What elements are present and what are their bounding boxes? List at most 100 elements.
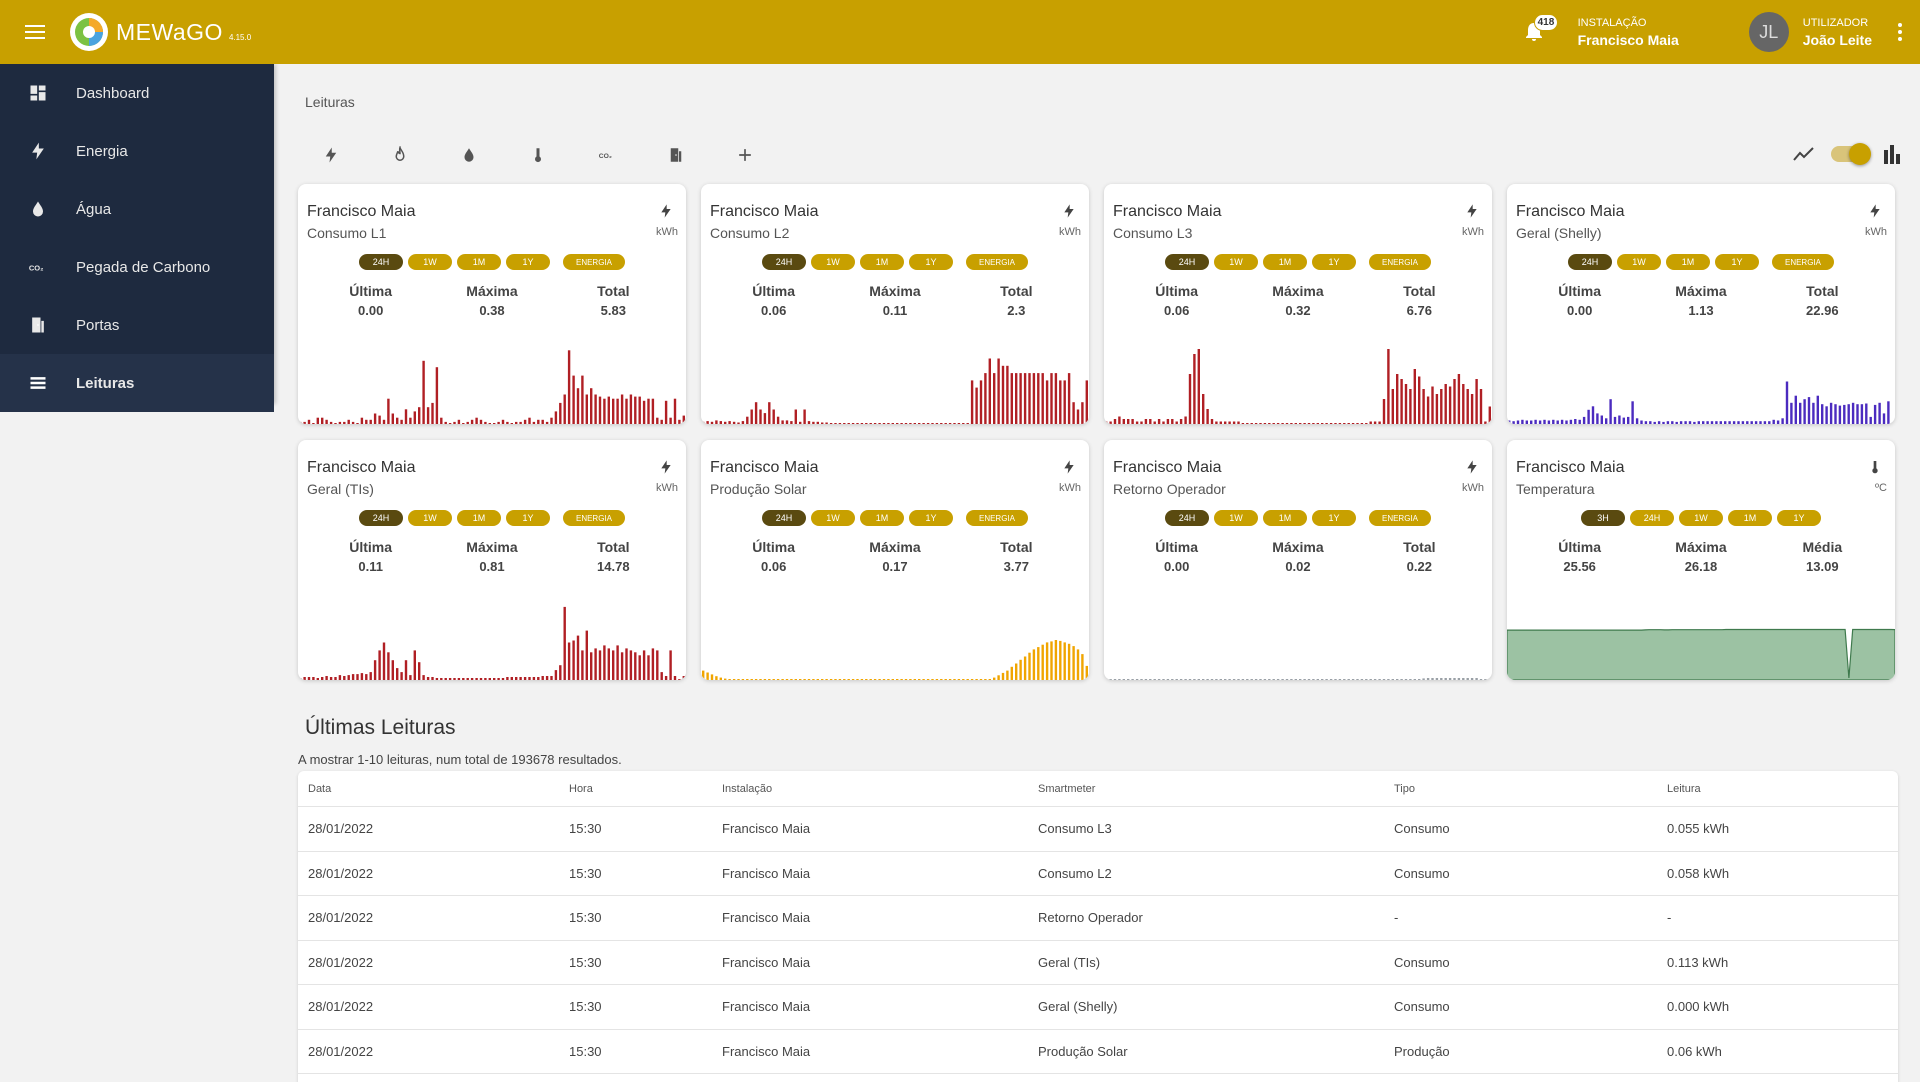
chart-bar [776, 416, 780, 424]
period-button[interactable]: 1W [1679, 510, 1723, 526]
chart-bar [1387, 679, 1390, 680]
period-button[interactable]: 1Y [909, 254, 953, 270]
period-button[interactable]: 1Y [506, 510, 550, 526]
period-button[interactable]: 1Y [1777, 510, 1821, 526]
installation-selector[interactable]: INSTALAÇÃO Francisco Maia [1578, 17, 1679, 48]
period-button[interactable]: ENERGIA [1369, 254, 1431, 270]
sidebar-item-pegada-carbono[interactable]: Pegada de Carbono [0, 238, 274, 296]
period-button[interactable]: 1Y [1715, 254, 1759, 270]
period-button[interactable]: 1M [1263, 510, 1307, 526]
period-button[interactable]: ENERGIA [966, 510, 1028, 526]
tab-energy[interactable] [296, 140, 365, 170]
column-header[interactable]: Smartmeter [1038, 782, 1096, 795]
period-button[interactable]: 1W [1617, 254, 1661, 270]
period-button[interactable]: 24H [762, 254, 806, 270]
column-header[interactable]: Hora [569, 782, 593, 795]
more-menu-button[interactable] [1888, 23, 1912, 41]
chart-bar [790, 421, 793, 424]
period-button[interactable]: 24H [1630, 510, 1674, 526]
period-button[interactable]: 24H [359, 510, 403, 526]
chart-bar [1153, 421, 1156, 424]
period-button[interactable]: 1Y [909, 510, 953, 526]
column-header[interactable]: Tipo [1394, 782, 1415, 795]
tab-co2[interactable] [572, 140, 641, 170]
meter-card[interactable]: Francisco Maia Consumo L2 kWh 24H 1W 1M 1Y E… [701, 184, 1089, 424]
chart-bar [1356, 679, 1359, 680]
chart-bar [334, 423, 337, 424]
period-button[interactable]: ENERGIA [966, 254, 1028, 270]
chart-type-toggle[interactable] [1831, 143, 1871, 165]
meter-card[interactable]: Francisco Maia Consumo L1 kWh 24H 1W 1M 1Y E… [298, 184, 686, 424]
period-button[interactable]: 3H [1581, 510, 1625, 526]
period-button[interactable]: 24H [1165, 510, 1209, 526]
menu-button[interactable] [0, 0, 70, 64]
chart-bar [1776, 420, 1780, 424]
column-header[interactable]: Instalação [722, 782, 773, 795]
sidebar-item-energia[interactable]: Energia [0, 122, 274, 180]
period-button[interactable]: 24H [359, 254, 403, 270]
table-row[interactable] [298, 1074, 1898, 1082]
chart-bar [1609, 399, 1612, 424]
tab-temperature[interactable] [503, 140, 572, 170]
user-info[interactable]: UTILIZADOR João Leite [1803, 17, 1872, 48]
line-chart-icon[interactable] [1793, 146, 1815, 162]
period-button[interactable]: 1M [1728, 510, 1772, 526]
period-button[interactable]: 24H [1165, 254, 1209, 270]
table-row[interactable]: 28/01/2022 15:30 Francisco Maia Consumo L2 C… [298, 852, 1898, 896]
chart-bar [790, 679, 793, 680]
meter-card[interactable]: Francisco Maia Consumo L3 kWh 24H 1W 1M 1Y E… [1104, 184, 1492, 424]
tab-add[interactable] [710, 140, 779, 170]
period-button[interactable]: 1M [457, 510, 501, 526]
period-button[interactable]: 1M [1263, 254, 1307, 270]
chart-bar [1409, 389, 1412, 424]
column-header[interactable]: Data [308, 782, 332, 795]
period-button[interactable]: 1W [811, 510, 855, 526]
chart-bar [1175, 679, 1178, 680]
meter-card[interactable]: Francisco Maia Temperatura ºC 3H 24H 1W 1M 1… [1507, 440, 1895, 680]
meter-card[interactable]: Francisco Maia Geral (Shelly) kWh 24H 1W 1… [1507, 184, 1895, 424]
table-cell: Produção [1394, 1043, 1450, 1059]
period-button[interactable]: 24H [1568, 254, 1612, 270]
period-button[interactable]: 1M [457, 254, 501, 270]
meter-card[interactable]: Francisco Maia Produção Solar kWh 24H 1W 1… [701, 440, 1089, 680]
period-button[interactable]: 1W [408, 510, 452, 526]
table-row[interactable]: 28/01/2022 15:30 Francisco Maia Produção So… [298, 1030, 1898, 1074]
period-button[interactable]: 1W [1214, 510, 1258, 526]
meter-card[interactable]: Francisco Maia Retorno Operador kWh 24H 1… [1104, 440, 1492, 680]
sidebar-item-agua[interactable]: Água [0, 180, 274, 238]
notifications-button[interactable]: 418 [1514, 12, 1559, 52]
sidebar-item-dashboard[interactable]: Dashboard [0, 64, 274, 122]
column-header[interactable]: Leitura [1667, 782, 1701, 795]
period-button[interactable]: ENERGIA [1772, 254, 1834, 270]
meter-card[interactable]: Francisco Maia Geral (TIs) kWh 24H 1W 1M 1Y… [298, 440, 686, 680]
table-row[interactable]: 28/01/2022 15:30 Francisco Maia Consumo L3 C… [298, 807, 1898, 852]
sidebar-item-leituras[interactable]: Leituras [0, 354, 274, 412]
table-row[interactable]: 28/01/2022 15:30 Francisco Maia Geral (TIs)… [298, 941, 1898, 985]
period-button[interactable]: ENERGIA [563, 254, 625, 270]
period-button[interactable]: ENERGIA [1369, 510, 1431, 526]
period-button[interactable]: 1Y [1312, 510, 1356, 526]
period-button[interactable]: ENERGIA [563, 510, 625, 526]
period-button[interactable]: 1Y [506, 254, 550, 270]
period-button[interactable]: 1W [811, 254, 855, 270]
period-button[interactable]: 24H [762, 510, 806, 526]
avatar[interactable]: JL [1748, 12, 1789, 52]
app-logo[interactable]: MEWaGO 4.15.0 [70, 13, 251, 51]
chart-bar [715, 420, 718, 424]
period-button[interactable]: 1M [860, 510, 904, 526]
bar-chart-icon[interactable] [1883, 144, 1901, 164]
period-button[interactable]: 1Y [1312, 254, 1356, 270]
chart-bar [1484, 421, 1487, 424]
table-row[interactable]: 28/01/2022 15:30 Francisco Maia Geral (Shel… [298, 985, 1898, 1030]
tab-gas[interactable] [365, 140, 434, 170]
period-button[interactable]: 1M [860, 254, 904, 270]
chart-bar [1635, 418, 1639, 424]
chart-bar [821, 422, 824, 424]
tab-doors[interactable] [641, 140, 710, 170]
period-button[interactable]: 1W [408, 254, 452, 270]
sidebar-item-portas[interactable]: Portas [0, 296, 274, 354]
period-button[interactable]: 1M [1666, 254, 1710, 270]
period-button[interactable]: 1W [1214, 254, 1258, 270]
table-row[interactable]: 28/01/2022 15:30 Francisco Maia Retorno Ope… [298, 896, 1898, 941]
tab-water[interactable] [434, 140, 503, 170]
